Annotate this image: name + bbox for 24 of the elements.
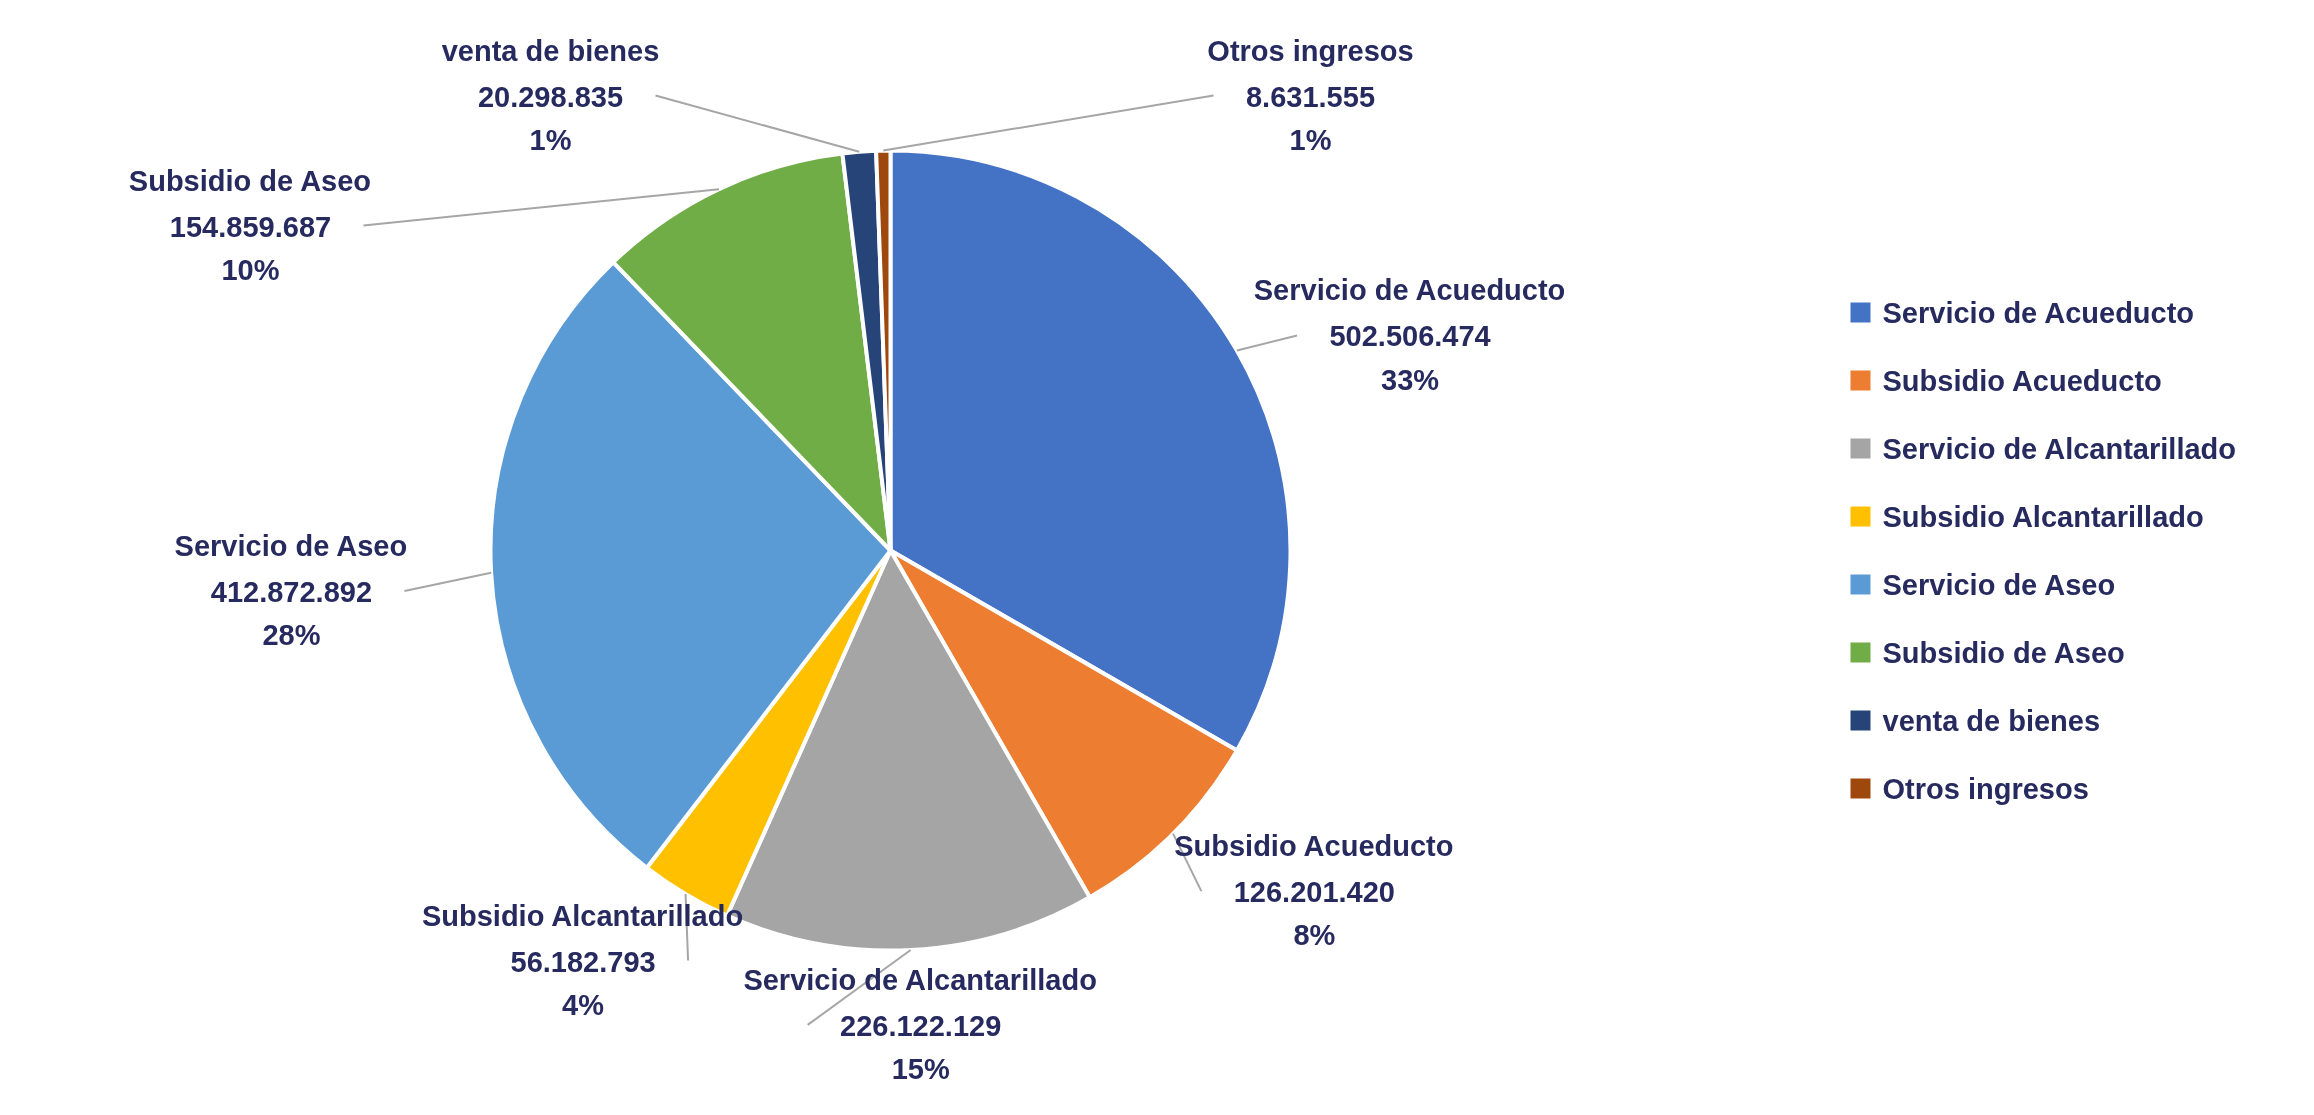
slice-label: venta de bienes: [441, 34, 660, 67]
slice-label: Subsidio Alcantarillado: [421, 899, 744, 932]
legend-label: Servicio de Alcantarillado: [1882, 432, 2236, 465]
slice-label: Subsidio de Aseo: [128, 164, 372, 197]
slice-label: Servicio de Alcantarillado: [743, 963, 1097, 996]
slice-label: Subsidio Acueducto: [1174, 830, 1454, 863]
slice-label: Otros ingresos: [1207, 34, 1414, 67]
legend-label: Subsidio Alcantarillado: [1882, 500, 2204, 533]
data-label: 502.506.474 33%: [1329, 320, 1491, 396]
legend-label: venta de bienes: [1882, 704, 2101, 737]
data-label: 226.122.129 15%: [840, 1009, 1002, 1086]
legend-label: Subsidio de Aseo: [1882, 636, 2125, 669]
data-label: 8.631.555 1%: [1245, 80, 1376, 156]
legend-label: Servicio de Aseo: [1882, 568, 2116, 601]
legend-label: Otros ingresos: [1882, 772, 2089, 805]
data-label: 20.298.835 1%: [477, 80, 624, 156]
legend-label: Subsidio Acueducto: [1882, 364, 2162, 397]
slice-label: Servicio de Acueducto: [1253, 274, 1566, 307]
data-label: 56.182.793 4%: [510, 945, 656, 1021]
slice-label: Servicio de Aseo: [174, 530, 408, 562]
legend-label: Servicio de Acueducto: [1882, 296, 2195, 329]
data-label: 126.201.420 8%: [1233, 876, 1396, 952]
data-label: 412.872.892 28%: [210, 576, 373, 652]
data-label: 154.859.687 10%: [169, 210, 332, 286]
